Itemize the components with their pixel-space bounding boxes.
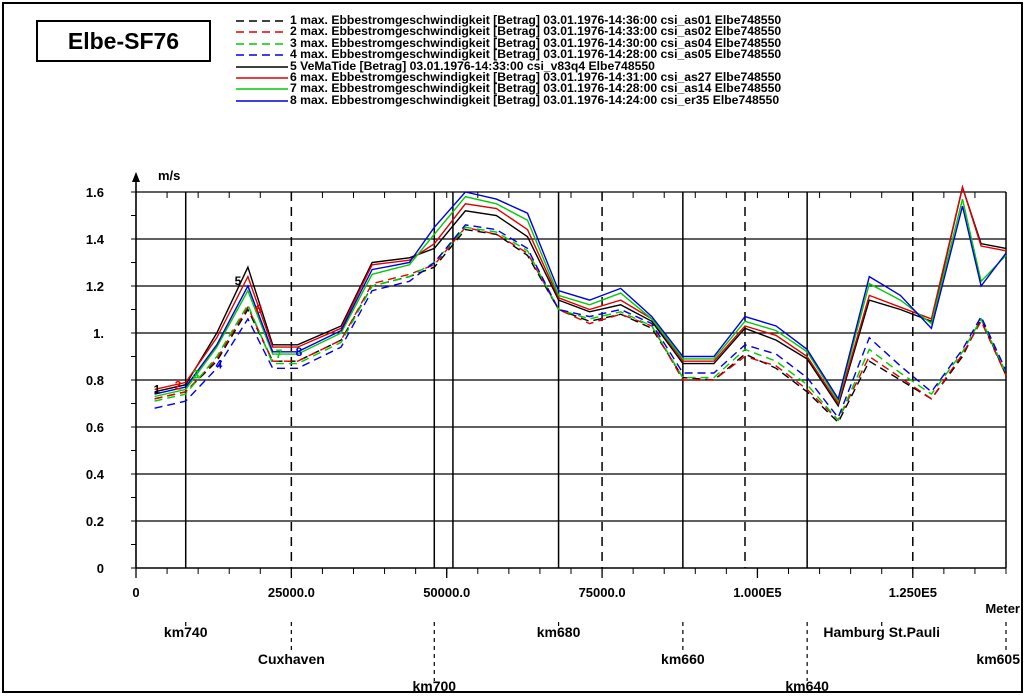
x-tick-label-0: 0 (132, 585, 139, 600)
km-marker-label-5: km640 (785, 678, 829, 694)
km-marker-label-6: Hamburg St.Pauli (823, 624, 940, 640)
x-axis-label: Meter (985, 601, 1020, 616)
series-number-label-7: 7 (276, 347, 283, 361)
series-line-5 (154, 184, 1007, 408)
legend-label-8: 8 max. Ebbestromgeschwindigkeit [Betrag]… (290, 92, 780, 107)
y-tick-label-6: 1.2 (86, 279, 104, 294)
series-number-label-1: 1 (154, 382, 161, 396)
legend-line-sample-7 (236, 88, 288, 91)
km-marker-label-4: km660 (661, 651, 705, 667)
legend-line-sample-3 (236, 43, 288, 45)
series-number-label-3: 3 (193, 368, 200, 382)
legend-label-4: 4 max. Ebbestromgeschwindigkeit [Betrag]… (290, 47, 782, 62)
legend-label-5: 5 VeMaTide [Betrag] 03.01.1976-14:33:00 … (290, 58, 655, 73)
y-tick-label-1: 0.2 (86, 514, 104, 529)
chart-title-box: Elbe-SF76 (36, 20, 211, 62)
legend-line-sample-6 (236, 77, 288, 79)
y-tick-label-5: 1. (93, 326, 104, 341)
y-tick-label-8: 1.6 (86, 185, 104, 200)
series-number-label-2: 2 (175, 379, 182, 393)
series-number-label-5: 5 (235, 274, 242, 288)
legend-label-3: 3 max. Ebbestromgeschwindigkeit [Betrag]… (290, 35, 782, 50)
y-tick-label-2: 0.4 (86, 467, 105, 482)
y-axis-arrow (132, 172, 140, 182)
y-tick-label-7: 1.4 (86, 232, 105, 247)
series-number-label-8: 8 (296, 345, 303, 359)
legend-line-sample-1 (236, 20, 288, 22)
x-tick-label-1: 25000.0 (268, 585, 315, 600)
y-tick-label-3: 0.6 (86, 420, 104, 435)
series-line-8 (154, 191, 1007, 401)
series-number-label-4: 4 (216, 358, 223, 372)
legend-label-1: 1 max. Ebbestromgeschwindigkeit [Betrag]… (290, 13, 782, 27)
km-marker-label-7: km605 (976, 651, 1020, 667)
series-line-4 (154, 224, 1007, 420)
km-marker-label-0: km740 (164, 624, 208, 640)
y-axis-label: m/s (158, 168, 180, 183)
x-tick-label-3: 75000.0 (579, 585, 626, 600)
x-tick-label-2: 50000.0 (423, 585, 470, 600)
legend-line-sample-2 (236, 31, 288, 34)
legend-line-sample-4 (236, 54, 288, 56)
series-line-2 (154, 226, 1007, 422)
y-tick-label-0: 0 (97, 561, 104, 576)
legend-label-7: 7 max. Ebbestromgeschwindigkeit [Betrag]… (290, 81, 782, 96)
series-line-6 (154, 184, 1007, 406)
series-line-1 (154, 228, 1007, 424)
km-marker-label-1: Cuxhaven (258, 651, 325, 667)
series-line-7 (154, 195, 1007, 403)
legend-label-6: 6 max. Ebbestromgeschwindigkeit [Betrag]… (290, 69, 782, 84)
km-marker-label-2: km700 (412, 678, 456, 694)
km-marker-label-3: km680 (537, 624, 581, 640)
legend-line-sample-5 (236, 65, 288, 68)
y-tick-label-4: 0.8 (86, 373, 104, 388)
series-number-label-6: 6 (256, 302, 263, 316)
series-line-3 (154, 226, 1007, 422)
chart-title: Elbe-SF76 (67, 27, 180, 54)
x-tick-label-4: 1.000E5 (733, 585, 781, 600)
x-tick-label-5: 1.250E5 (889, 585, 937, 600)
legend-line-sample-8 (236, 100, 288, 102)
legend-label-2: 2 max. Ebbestromgeschwindigkeit [Betrag]… (290, 24, 782, 39)
